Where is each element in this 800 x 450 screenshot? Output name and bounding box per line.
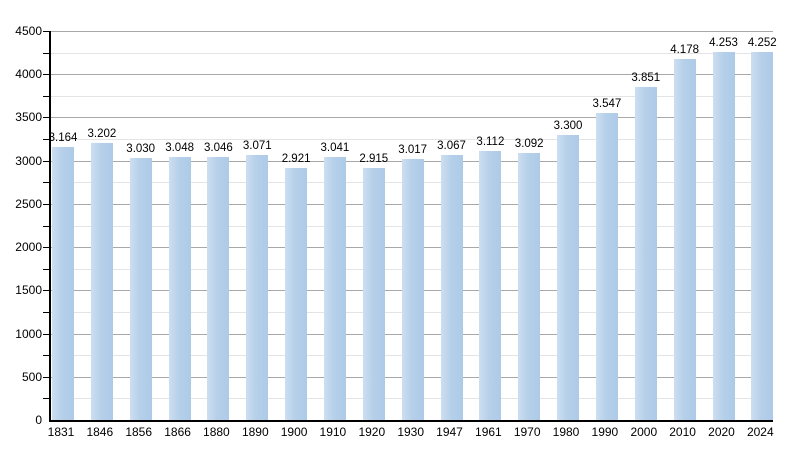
value-label-1980: 3.300 xyxy=(553,119,583,132)
value-label-1910: 3.041 xyxy=(320,142,350,155)
y-axis-label-2000: 2000 xyxy=(15,240,42,255)
x-axis-label-1970: 1970 xyxy=(513,425,541,439)
y-tick-1750 xyxy=(43,268,49,270)
y-axis-label-500: 500 xyxy=(21,369,42,384)
bar-1900 xyxy=(285,167,308,420)
y-tick-4250 xyxy=(43,52,49,54)
value-label-1831: 3.164 xyxy=(48,131,78,144)
y-tick-2750 xyxy=(43,182,49,184)
value-label-1990: 3.547 xyxy=(592,98,622,111)
y-axis-label-1000: 1000 xyxy=(15,326,42,341)
x-axis-label-1880: 1880 xyxy=(203,425,230,439)
y-tick-500 xyxy=(43,376,49,378)
x-axis-label-1831: 1831 xyxy=(47,425,75,439)
y-tick-3000 xyxy=(43,160,49,162)
y-tick-1000 xyxy=(43,333,49,335)
bar-1970 xyxy=(518,152,541,420)
y-tick-250 xyxy=(43,398,49,400)
bar-1930 xyxy=(401,159,424,420)
value-label-1947: 3.067 xyxy=(437,139,466,152)
bar-1980 xyxy=(557,134,579,420)
bar-1856 xyxy=(129,158,152,420)
x-axis-label-1930: 1930 xyxy=(397,425,425,439)
x-axis-label-1920: 1920 xyxy=(358,425,386,439)
x-axis-label-2010: 2010 xyxy=(669,425,696,439)
y-tick-3750 xyxy=(43,95,49,97)
value-label-1970: 3.092 xyxy=(514,137,544,150)
x-axis-label-1890: 1890 xyxy=(241,425,269,439)
y-tick-2250 xyxy=(43,225,49,227)
gridline-4500 xyxy=(51,31,773,32)
y-tick-4500 xyxy=(43,31,49,32)
value-label-2024: 4.252 xyxy=(747,37,777,50)
x-axis-label-2000: 2000 xyxy=(630,425,658,439)
y-axis-label-3000: 3000 xyxy=(15,153,42,168)
y-tick-3500 xyxy=(43,117,49,119)
bar-1920 xyxy=(362,168,385,420)
value-label-2000: 3.851 xyxy=(631,72,661,85)
value-label-1866: 3.048 xyxy=(165,141,194,154)
x-axis-label-1910: 1910 xyxy=(319,425,347,439)
x-axis-label-1866: 1866 xyxy=(164,425,191,439)
y-axis-label-3500: 3500 xyxy=(15,110,42,125)
gridline-4250 xyxy=(51,52,773,54)
bar-1880 xyxy=(207,156,230,420)
value-label-1846: 3.202 xyxy=(87,128,117,141)
value-label-1880: 3.046 xyxy=(204,141,233,154)
y-tick-750 xyxy=(43,355,49,357)
bar-2010 xyxy=(673,58,696,420)
bar-2000 xyxy=(634,87,657,420)
y-axis-label-2500: 2500 xyxy=(15,196,42,211)
bar-1831 xyxy=(52,146,74,420)
value-label-1920: 2.915 xyxy=(359,153,389,165)
y-axis-label-4500: 4500 xyxy=(15,24,42,38)
value-label-1890: 3.071 xyxy=(242,139,272,152)
bar-2020 xyxy=(712,52,735,420)
value-label-1900: 2.921 xyxy=(281,152,311,165)
bar-1910 xyxy=(323,157,346,420)
value-label-1856: 3.030 xyxy=(126,143,156,156)
y-tick-1250 xyxy=(43,311,49,313)
y-axis-label-4000: 4000 xyxy=(15,67,42,82)
y-axis-label-0: 0 xyxy=(35,413,42,427)
gridline-3750 xyxy=(51,95,773,97)
value-label-2020: 4.253 xyxy=(709,37,738,50)
x-axis-label-1961: 1961 xyxy=(475,425,502,439)
x-axis-label-1856: 1856 xyxy=(125,425,153,439)
bar-2024 xyxy=(751,52,774,420)
x-axis-label-2024: 2024 xyxy=(746,425,774,439)
bar-1961 xyxy=(479,151,502,420)
value-label-1961: 3.112 xyxy=(476,136,505,148)
x-axis-label-1947: 1947 xyxy=(436,425,463,439)
y-tick-4000 xyxy=(43,74,49,76)
y-tick-3250 xyxy=(43,139,49,141)
gridline-3500 xyxy=(51,117,773,119)
y-tick-2500 xyxy=(43,203,49,205)
bar-1990 xyxy=(595,113,618,420)
x-axis-label-1900: 1900 xyxy=(280,425,308,439)
x-axis-label-1990: 1990 xyxy=(591,425,619,439)
value-label-1930: 3.017 xyxy=(398,144,428,157)
value-label-2010: 4.178 xyxy=(670,43,699,56)
gridline-3250 xyxy=(51,139,773,141)
x-axis-label-1846: 1846 xyxy=(86,425,114,439)
bar-1846 xyxy=(90,143,113,420)
x-axis-label-2020: 2020 xyxy=(708,425,735,439)
y-axis-label-1500: 1500 xyxy=(15,283,42,298)
bar-1866 xyxy=(168,156,191,420)
bar-1947 xyxy=(440,154,463,420)
x-axis-label-1980: 1980 xyxy=(552,425,580,439)
plot-area: 3.164 3.202 3.030 3.048 3.046 3.071 2.921 3.041… xyxy=(43,31,777,422)
y-tick-2000 xyxy=(43,247,49,249)
gridline-4000 xyxy=(51,74,773,76)
y-tick-1500 xyxy=(43,290,49,292)
bar-1890 xyxy=(246,154,269,420)
